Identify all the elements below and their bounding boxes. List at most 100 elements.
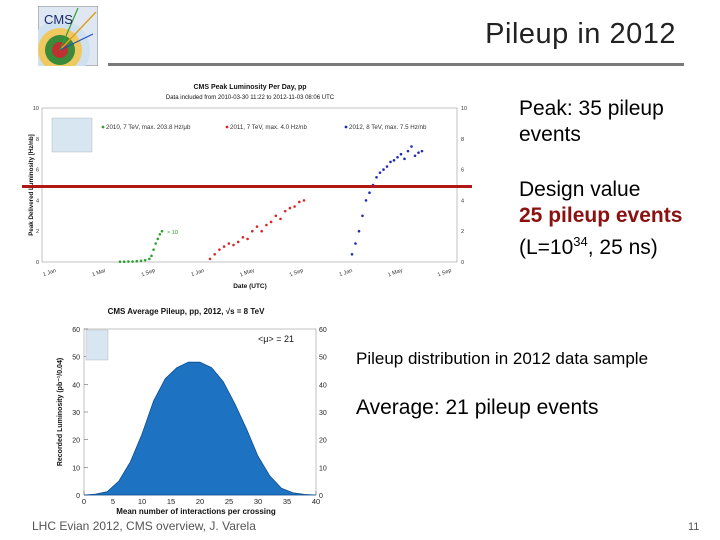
peak-x-tick: 1 Sep bbox=[437, 268, 453, 279]
peak-point-2010 bbox=[139, 259, 143, 263]
peak-x-label: Date (UTC) bbox=[233, 283, 267, 290]
peak-point-2011 bbox=[302, 199, 306, 202]
peak-right-y-tick: 8 bbox=[461, 137, 464, 143]
peak-point-2011 bbox=[269, 220, 273, 224]
pileup-right-y-tick: 20 bbox=[319, 438, 327, 445]
pileup-distribution-caption: Pileup distribution in 2012 data sample bbox=[356, 349, 649, 368]
pileup-x-tick: 30 bbox=[254, 497, 262, 506]
peak-point-2012 bbox=[389, 160, 392, 164]
peak-point-2012 bbox=[361, 214, 364, 218]
design-luminosity: (L=1034, 25 ns) bbox=[519, 229, 714, 261]
peak-point-2010 bbox=[135, 259, 139, 263]
slide-footer: LHC Evian 2012, CMS overview, J. Varela bbox=[32, 519, 256, 533]
peak-legend-marker-2012 bbox=[344, 125, 348, 129]
peak-x-tick: 1 May bbox=[387, 268, 403, 279]
peak-point-2012 bbox=[378, 171, 382, 174]
peak-chart-title: CMS Peak Luminosity Per Day, pp bbox=[193, 84, 306, 91]
pileup-x-tick: 25 bbox=[225, 497, 233, 506]
peak-point-2010 bbox=[118, 260, 122, 263]
peak-legend-marker-2010 bbox=[101, 125, 105, 129]
peak-point-2012 bbox=[385, 165, 389, 168]
slide-title: Pileup in 2012 bbox=[485, 18, 676, 50]
peak-point-2011 bbox=[255, 225, 259, 228]
peak-right-y-tick: 4 bbox=[461, 198, 464, 204]
peak-y-tick: 8 bbox=[36, 137, 39, 143]
peak-point-2011 bbox=[260, 229, 263, 233]
pileup-y-label: Recorded Luminosity (pb⁻¹/0.04) bbox=[57, 358, 64, 466]
pileup-chart-title: CMS Average Pileup, pp, 2012, √s = 8 TeV bbox=[108, 307, 265, 316]
design-pileup-events: 25 pileup events bbox=[519, 204, 683, 227]
peak-x-tick: 1 Mar bbox=[91, 268, 106, 279]
peak-point-2012 bbox=[420, 149, 424, 153]
peak-point-2012 bbox=[364, 199, 368, 202]
peak-legend-2012: 2012, 8 TeV, max. 7.5 Hz/nb bbox=[349, 124, 427, 131]
pileup-right-y-tick: 60 bbox=[319, 327, 327, 334]
peak-point-2012 bbox=[368, 191, 371, 194]
peak-point-2010 bbox=[143, 258, 147, 262]
peak-x-tick: 1 Jan bbox=[190, 268, 205, 278]
cms-logo: CMS bbox=[38, 6, 98, 66]
peak-point-2012 bbox=[375, 176, 378, 179]
pileup-x-label: Mean number of interactions per crossing bbox=[116, 507, 276, 516]
pileup-annotation: <μ> = 21 bbox=[258, 334, 294, 344]
peak-point-2012 bbox=[396, 155, 399, 159]
pileup-right-y-tick: 30 bbox=[319, 410, 327, 417]
peak-point-2010 bbox=[127, 260, 130, 263]
pileup-right-y-tick: 40 bbox=[319, 382, 327, 389]
peak-point-2011 bbox=[279, 217, 282, 221]
logo-text: CMS bbox=[44, 12, 73, 27]
peak-point-2010 bbox=[156, 237, 160, 241]
peak-annotation: × 10 bbox=[167, 230, 178, 236]
peak-y-tick: 0 bbox=[36, 260, 39, 266]
peak-point-2011 bbox=[293, 205, 296, 208]
title-divider bbox=[108, 63, 684, 66]
peak-point-2012 bbox=[399, 152, 403, 156]
pileup-x-tick: 0 bbox=[82, 497, 86, 506]
pileup-right-y-tick: 0 bbox=[319, 493, 323, 500]
peak-point-2010 bbox=[160, 229, 164, 233]
design-value-heading: Design value bbox=[519, 178, 641, 201]
peak-right-y-tick: 6 bbox=[461, 168, 464, 174]
peak-y-tick: 2 bbox=[36, 229, 39, 235]
peak-point-2011 bbox=[288, 206, 292, 210]
pileup-y-tick: 40 bbox=[72, 382, 80, 389]
peak-x-tick: 1 May bbox=[239, 268, 255, 279]
peak-point-2011 bbox=[232, 243, 235, 247]
pileup-y-tick: 10 bbox=[72, 465, 80, 472]
peak-point-2010 bbox=[154, 242, 157, 245]
peak-point-2011 bbox=[208, 257, 212, 261]
peak-point-2010 bbox=[148, 257, 151, 261]
peak-point-2010 bbox=[150, 254, 153, 258]
peak-point-2011 bbox=[265, 223, 268, 227]
peak-point-2011 bbox=[246, 237, 249, 241]
peak-point-2012 bbox=[403, 157, 406, 161]
peak-point-2011 bbox=[298, 200, 301, 204]
peak-point-2011 bbox=[213, 253, 216, 256]
peak-point-2012 bbox=[354, 242, 357, 245]
peak-point-2011 bbox=[218, 248, 221, 251]
peak-x-tick: 1 Jan bbox=[42, 268, 57, 278]
peak-legend-marker-2011 bbox=[225, 125, 229, 129]
peak-right-y-tick: 10 bbox=[461, 106, 467, 112]
pileup-x-tick: 20 bbox=[196, 497, 204, 506]
peak-x-tick: 1 Sep bbox=[289, 268, 305, 279]
peak-pileup-text: Peak: 35 pileup events bbox=[519, 97, 664, 146]
peak-point-2011 bbox=[274, 214, 278, 218]
peak-right-y-tick: 0 bbox=[461, 260, 464, 266]
pileup-y-tick: 0 bbox=[76, 493, 80, 500]
peak-point-2011 bbox=[227, 242, 231, 245]
design-value-block: Design value 25 pileup events (L=1034, 2… bbox=[519, 177, 714, 261]
pileup-y-tick: 30 bbox=[72, 410, 80, 417]
peak-point-2010 bbox=[131, 260, 134, 263]
peak-point-2010 bbox=[122, 260, 126, 263]
peak-chart-subtitle: Data included from 2010-03-30 11:22 to 2… bbox=[166, 95, 335, 101]
pileup-distribution-area bbox=[83, 361, 317, 496]
peak-x-tick: 1 Sep bbox=[141, 268, 157, 279]
peak-point-2012 bbox=[392, 159, 396, 162]
pileup-x-tick: 40 bbox=[312, 497, 320, 506]
peak-y-tick: 10 bbox=[33, 106, 39, 112]
pileup-y-tick: 50 bbox=[72, 355, 80, 362]
pileup-right-y-tick: 50 bbox=[319, 355, 327, 362]
peak-right-y-tick: 2 bbox=[461, 229, 464, 235]
peak-point-2010 bbox=[152, 248, 155, 251]
